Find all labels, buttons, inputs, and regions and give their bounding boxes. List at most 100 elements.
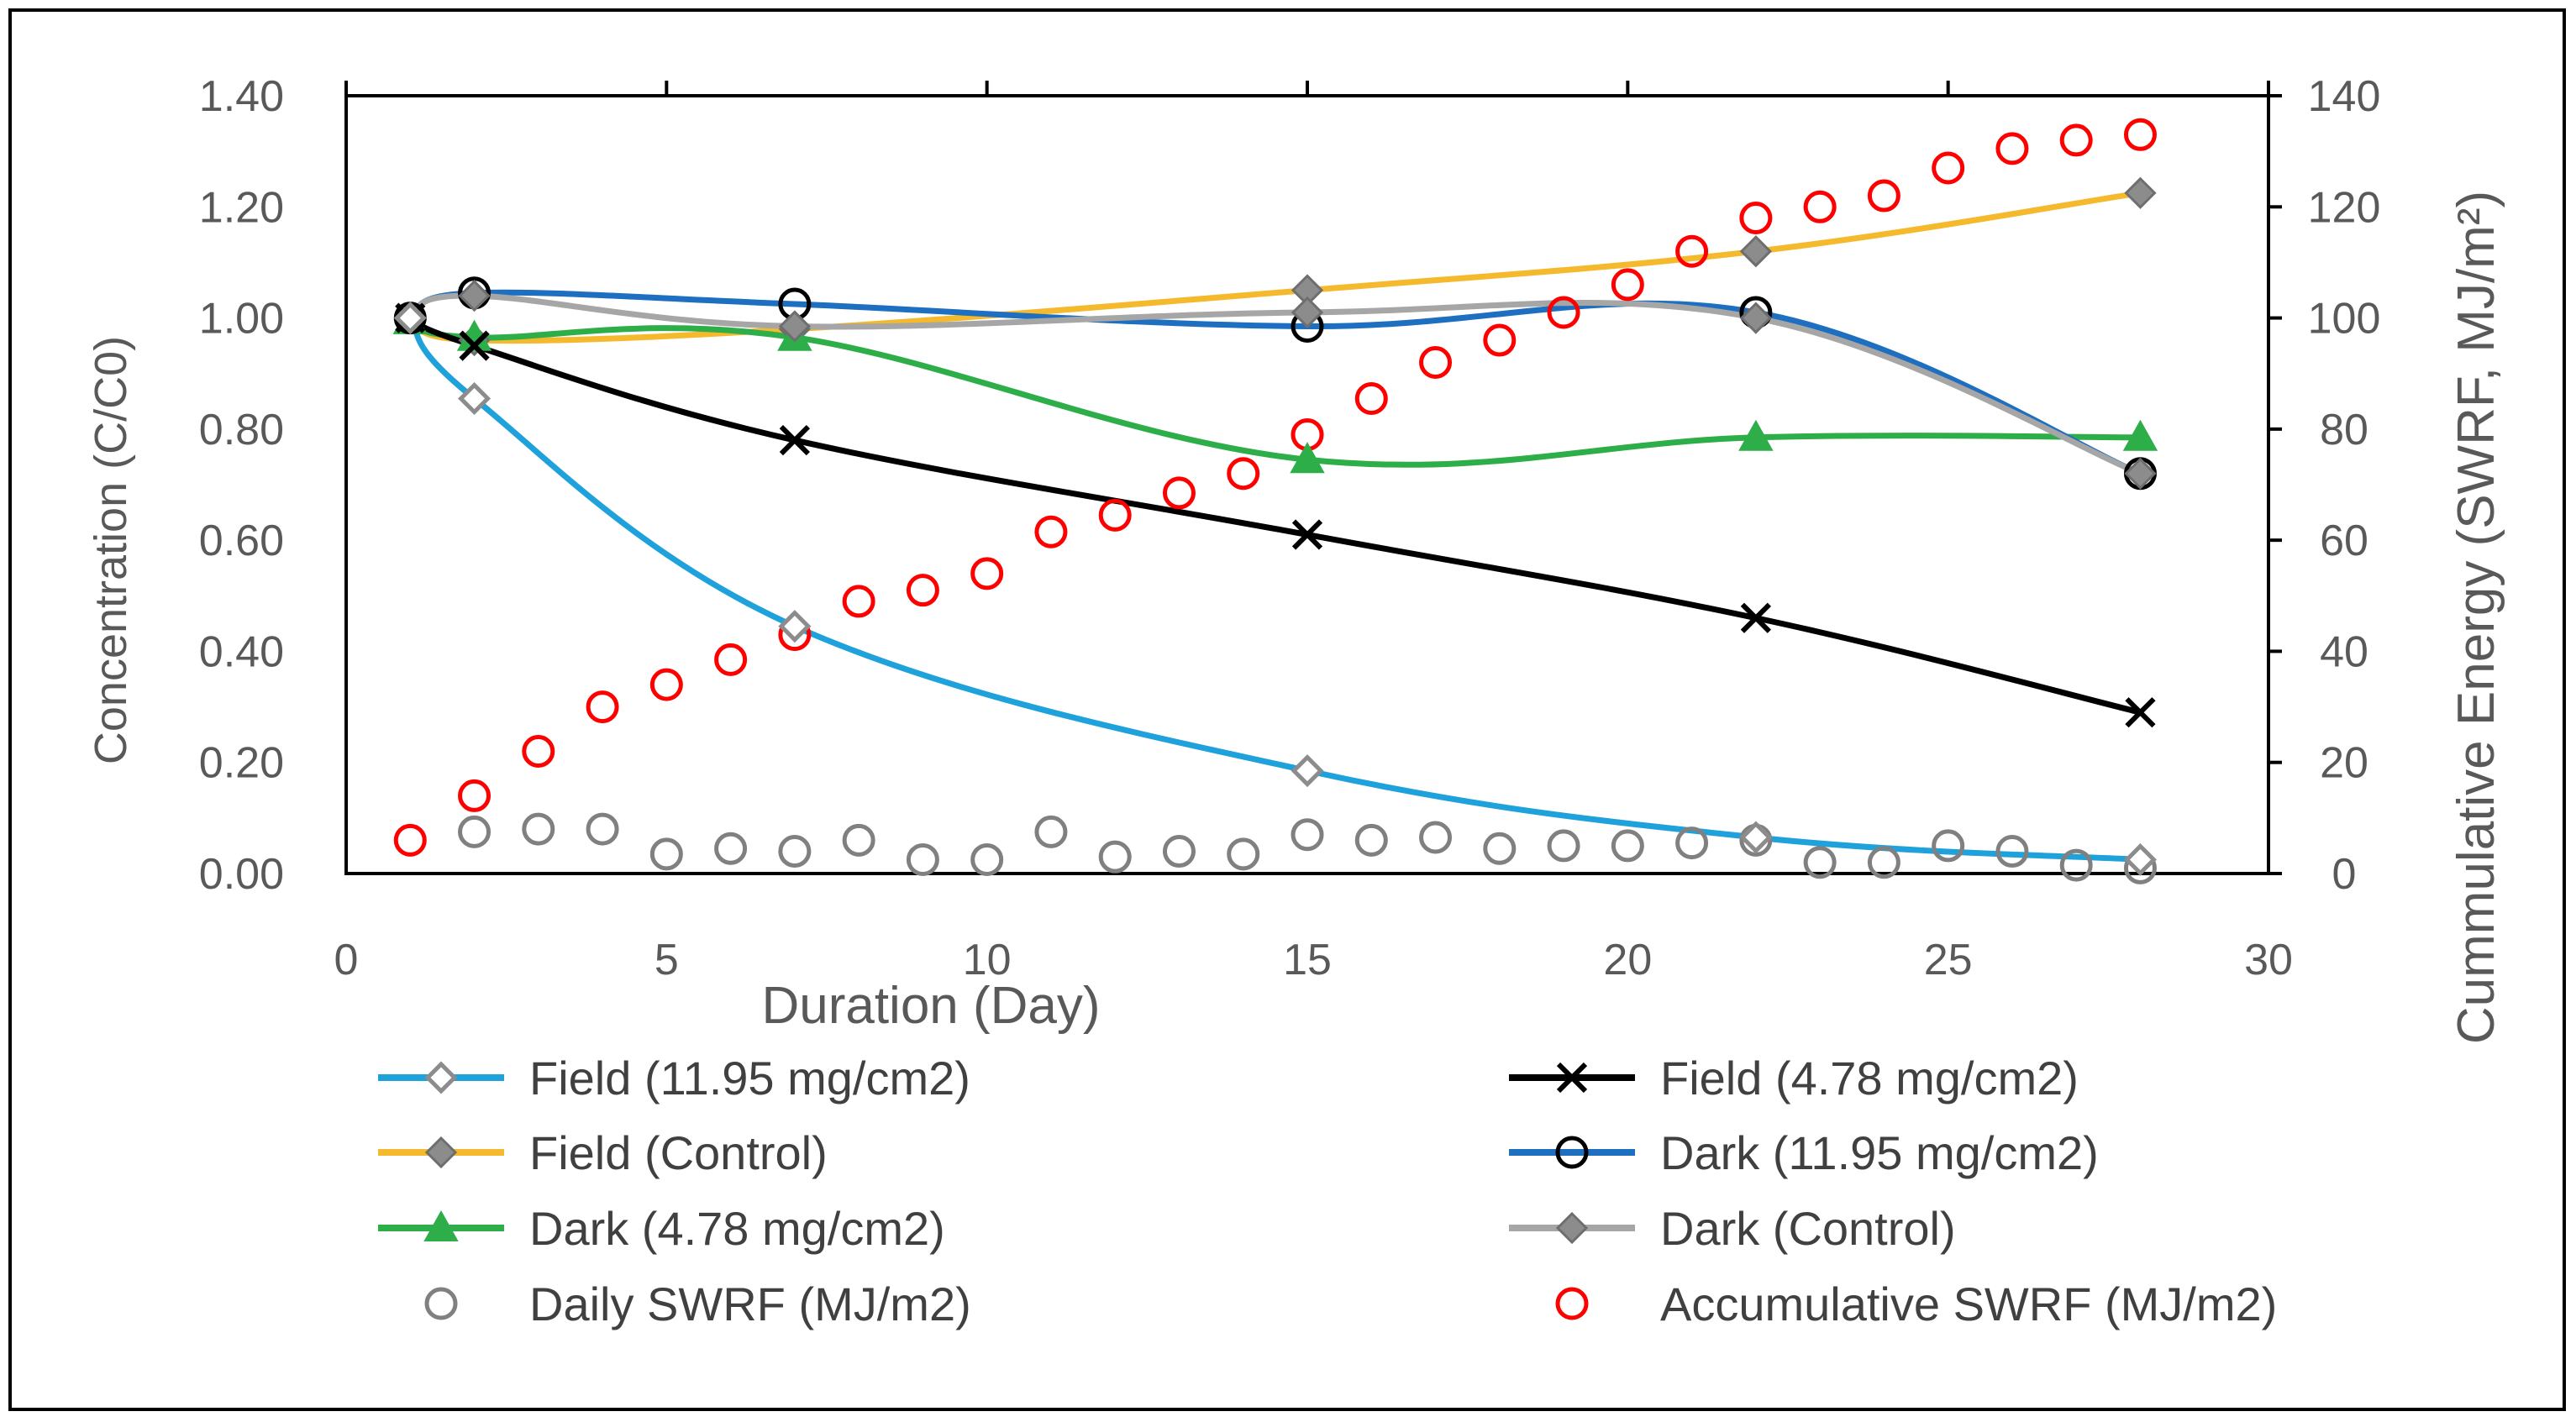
data-point <box>2122 419 2158 451</box>
series-markers <box>392 118 2158 884</box>
data-point <box>1611 268 1644 302</box>
data-point <box>586 690 619 724</box>
data-point <box>1098 498 1132 532</box>
data-point <box>970 557 1004 590</box>
data-point <box>1867 846 1900 879</box>
y-tick-label: 0.60 <box>199 517 284 565</box>
y-tick-label: 0.40 <box>199 627 284 676</box>
y2-tick-label: 80 <box>2320 406 2368 454</box>
y2-tick-label: 100 <box>2308 295 2381 344</box>
legend-item-field-4-78-mg-cm2: Field (4.78 mg/cm2) <box>1509 1052 2079 1105</box>
legend-label: Dark (11.95 mg/cm2) <box>1660 1126 2099 1179</box>
data-point <box>2124 176 2157 209</box>
x-axis-title: Duration (Day) <box>761 977 1100 1035</box>
legend-item-dark-4-78-mg-cm2: Dark (4.78 mg/cm2) <box>378 1202 945 1255</box>
data-point <box>2123 118 2157 151</box>
legend-label: Dark (4.78 mg/cm2) <box>529 1202 945 1255</box>
data-point <box>1034 815 1068 848</box>
data-point <box>1291 296 1324 329</box>
legend-item-field-control: Field (Control) <box>378 1126 828 1179</box>
legend-label: Field (11.95 mg/cm2) <box>529 1052 970 1105</box>
legend-item-dark-11-95-mg-cm2: Dark (11.95 mg/cm2) <box>1509 1126 2099 1179</box>
data-point <box>459 330 490 361</box>
data-point <box>2123 842 2158 876</box>
legend-marker <box>1555 1287 1589 1320</box>
legend-item-field-11-95-mg-cm2: Field (11.95 mg/cm2) <box>378 1052 970 1105</box>
y2-tick-label: 20 <box>2320 739 2368 788</box>
data-point <box>649 668 683 701</box>
data-point <box>1803 190 1837 223</box>
x-tick-label: 15 <box>1283 936 1332 984</box>
data-point <box>1162 835 1196 868</box>
series-line-dark-control <box>407 292 2143 477</box>
data-point <box>1675 826 1709 860</box>
data-point <box>1995 132 2029 165</box>
data-point <box>1291 754 1324 788</box>
data-point <box>1803 846 1837 879</box>
legend-label: Field (Control) <box>529 1126 828 1179</box>
y-tick-label: 1.00 <box>199 295 284 344</box>
data-point <box>842 585 875 618</box>
data-point <box>1483 832 1517 865</box>
data-point <box>522 734 555 768</box>
y2-tick-label: 60 <box>2320 517 2368 565</box>
data-point <box>970 842 1004 876</box>
data-point <box>714 832 748 865</box>
legend-marker <box>1555 1136 1589 1169</box>
data-point <box>1227 457 1260 491</box>
data-point <box>1932 151 1965 185</box>
y2-tick-label: 40 <box>2320 627 2368 676</box>
data-point <box>393 823 427 857</box>
series-markers-field-11-95-mg-cm2 <box>393 302 2158 876</box>
x-tick-label: 25 <box>1924 936 1973 984</box>
data-point <box>779 424 810 456</box>
y-axis-title: Concentration (C/C0) <box>86 336 136 764</box>
data-point <box>1098 840 1132 874</box>
legend-label: Dark (Control) <box>1660 1202 1956 1255</box>
legend-item-daily-swrf-mj-m2: Daily SWRF (MJ/m2) <box>424 1278 971 1330</box>
data-point <box>1227 837 1260 871</box>
y-tick-label: 0.20 <box>199 739 284 788</box>
data-point <box>1354 823 1388 857</box>
data-point <box>458 779 492 812</box>
data-point <box>1738 419 1774 451</box>
x-tick-label: 0 <box>334 936 359 984</box>
legend-item-accumulative-swrf-mj-m2: Accumulative SWRF (MJ/m2) <box>1555 1278 2277 1330</box>
data-point <box>458 815 492 848</box>
data-point <box>2125 697 2156 728</box>
y-tick-label: 1.20 <box>199 183 284 232</box>
data-point <box>522 812 555 846</box>
y-tick-label: 0.80 <box>199 406 284 454</box>
y2-tick-label: 120 <box>2308 183 2381 232</box>
data-point <box>1034 515 1068 548</box>
data-point <box>393 302 427 335</box>
x-tick-label: 20 <box>1603 936 1652 984</box>
axis-titles: Duration (Day) Concentration (C/C0) Cumm… <box>86 191 2505 1044</box>
data-point <box>1354 381 1388 415</box>
legend-label: Field (4.78 mg/cm2) <box>1660 1052 2079 1105</box>
data-point <box>1740 602 1771 633</box>
data-point <box>1739 302 1772 334</box>
data-point <box>1547 829 1580 863</box>
series-line-dark-11-95-mg-cm2 <box>407 289 2143 477</box>
data-point <box>714 643 748 676</box>
data-point <box>2059 123 2093 157</box>
data-point <box>1739 235 1772 268</box>
data-point <box>1291 818 1324 852</box>
x-tick-label: 30 <box>2244 936 2293 984</box>
legend-item-dark-control: Dark (Control) <box>1509 1202 1956 1255</box>
data-point <box>586 812 619 846</box>
series-line-field-11-95-mg-cm2 <box>407 315 2143 863</box>
legend-marker <box>424 1136 458 1169</box>
data-point <box>1611 829 1644 863</box>
data-point <box>2124 457 2157 490</box>
data-point <box>1291 519 1323 550</box>
data-point <box>1995 835 2029 868</box>
data-point <box>1739 821 1773 854</box>
data-point <box>906 574 939 607</box>
axes: 0 5 10 15 20 25 30 0.00 0.20 0.40 0.60 0.80 1.00 1.20… <box>199 72 2381 984</box>
data-point <box>649 837 683 871</box>
data-point <box>1547 296 1580 329</box>
series-line-field-control <box>407 190 2143 344</box>
